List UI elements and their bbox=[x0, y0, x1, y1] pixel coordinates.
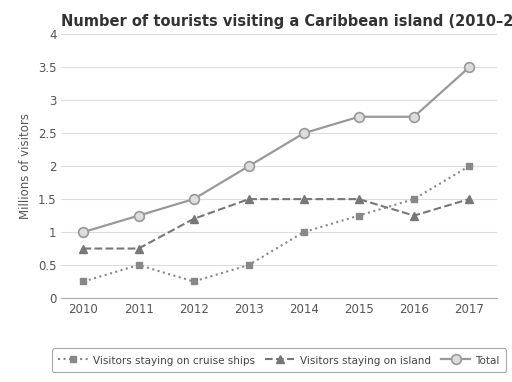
Legend: Visitors staying on cruise ships, Visitors staying on island, Total: Visitors staying on cruise ships, Visito… bbox=[52, 348, 506, 372]
Text: Number of tourists visiting a Caribbean island (2010–2017): Number of tourists visiting a Caribbean … bbox=[61, 14, 512, 29]
Y-axis label: Millions of visitors: Millions of visitors bbox=[19, 113, 32, 219]
